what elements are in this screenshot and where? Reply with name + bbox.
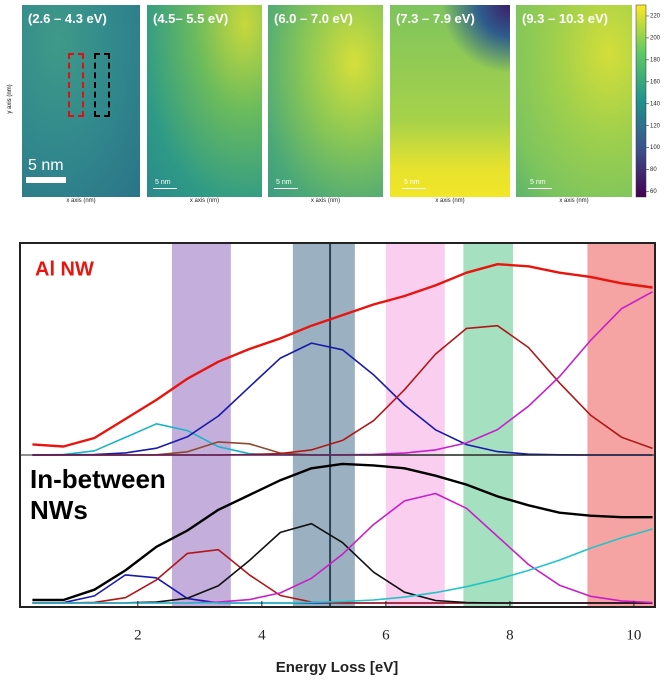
series-line bbox=[32, 263, 653, 448]
region-box bbox=[94, 53, 110, 117]
scale-bar bbox=[274, 188, 298, 189]
energy-band bbox=[587, 243, 655, 607]
scale-bar-label: 5 nm bbox=[276, 179, 292, 186]
x-tick-label: 4 bbox=[258, 627, 266, 643]
x-tick-label: 8 bbox=[506, 627, 514, 643]
colorbar-tick-label: 220 bbox=[650, 14, 661, 20]
x-axis-label: x axis (nm) bbox=[189, 198, 220, 204]
energy-band bbox=[292, 243, 355, 607]
scale-bar bbox=[26, 177, 66, 183]
colorbar-tick-label: 200 bbox=[650, 35, 661, 41]
annotation: Al NW bbox=[35, 258, 94, 280]
map-image: (9.3 – 10.3 eV) 5 nm bbox=[516, 5, 632, 197]
x-tick-label: 2 bbox=[134, 627, 142, 643]
x-axis-label: Energy Loss [eV] bbox=[276, 659, 399, 676]
map-image: (6.0 – 7.0 eV) 5 nm bbox=[268, 5, 383, 197]
plot-frame bbox=[19, 242, 656, 608]
map-image: (2.6 – 4.3 eV) 5 nm bbox=[22, 5, 140, 197]
annotation: In-between NWs bbox=[30, 464, 166, 525]
map-label: (2.6 – 4.3 eV) bbox=[28, 11, 107, 26]
x-axis-label: x axis (nm) bbox=[559, 198, 589, 204]
map-label: (9.3 – 10.3 eV) bbox=[522, 11, 608, 26]
scale-bar bbox=[402, 188, 426, 189]
series-line bbox=[32, 528, 653, 604]
map-label: (4.5– 5.5 eV) bbox=[153, 11, 229, 26]
x-axis-label: x axis (nm) bbox=[435, 198, 465, 204]
colorbar bbox=[635, 4, 647, 198]
map-label: (7.3 – 7.9 eV) bbox=[396, 11, 475, 26]
colorbar-tick-label: 120 bbox=[650, 123, 661, 129]
colorbar-tick-label: 100 bbox=[650, 145, 661, 151]
energy-band bbox=[463, 243, 513, 607]
scale-bar bbox=[153, 188, 177, 189]
x-tick-label: 6 bbox=[382, 627, 390, 643]
map-label: (6.0 – 7.0 eV) bbox=[274, 11, 353, 26]
x-tick-label: 10 bbox=[626, 627, 641, 643]
colorbar-tick-label: 180 bbox=[650, 57, 661, 63]
scale-bar bbox=[528, 188, 552, 189]
x-axis-label: x axis (nm) bbox=[66, 198, 96, 204]
energy-band bbox=[385, 243, 445, 607]
map-image: (7.3 – 7.9 eV) 5 nm bbox=[390, 5, 510, 197]
colorbar-tick-label: 160 bbox=[650, 79, 661, 85]
scale-bar-label: 5 nm bbox=[28, 157, 64, 174]
colorbar-tick-label: 80 bbox=[650, 167, 657, 173]
scale-bar-label: 5 nm bbox=[530, 179, 546, 186]
colorbar-tick-label: 140 bbox=[650, 101, 661, 107]
series-line bbox=[32, 462, 653, 602]
region-box bbox=[68, 53, 84, 117]
x-axis-label: x axis (nm) bbox=[310, 198, 341, 204]
map-image: (4.5– 5.5 eV) 5 nm bbox=[147, 5, 262, 197]
scale-bar-label: 5 nm bbox=[404, 179, 420, 186]
colorbar-tick-label: 60 bbox=[650, 189, 657, 195]
scale-bar-label: 5 nm bbox=[155, 179, 171, 186]
energy-band bbox=[171, 243, 231, 607]
